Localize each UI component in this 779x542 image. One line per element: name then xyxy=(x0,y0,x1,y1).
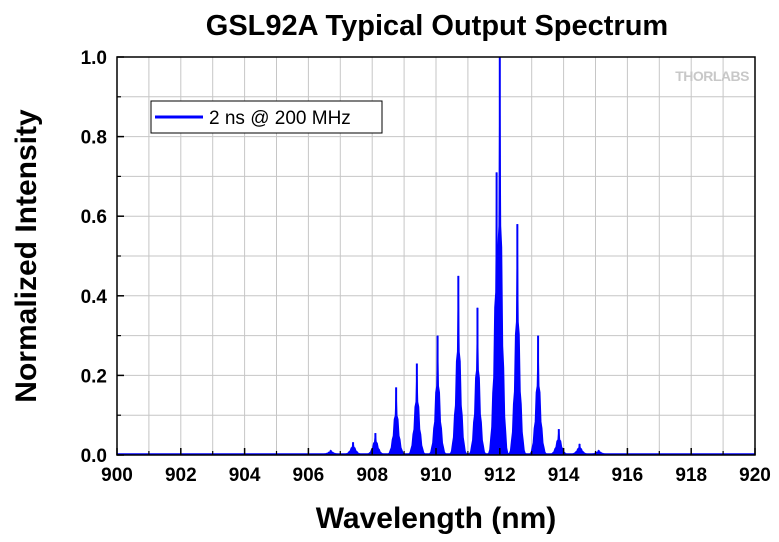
spectrum-peak xyxy=(319,449,342,455)
x-tick-label: 904 xyxy=(229,465,261,486)
chart-title: GSL92A Typical Output Spectrum xyxy=(206,10,668,42)
spectrum-peak xyxy=(466,307,489,455)
x-tick-label: 912 xyxy=(484,465,516,486)
y-tick-label: 0.2 xyxy=(81,366,107,387)
spectrum-peak xyxy=(568,443,591,455)
thorlabs-watermark: THORLABS xyxy=(675,68,749,84)
spectrum-peak xyxy=(342,442,365,455)
legend: 2 ns @ 200 MHz xyxy=(150,100,383,134)
axis-ticks xyxy=(116,56,756,456)
spectrum-peak xyxy=(447,275,470,455)
x-tick-label: 910 xyxy=(420,465,452,486)
series-layer xyxy=(117,56,755,455)
x-tick-label: 914 xyxy=(548,465,580,486)
y-tick-label: 0.8 xyxy=(81,128,107,149)
legend-box xyxy=(150,100,383,134)
x-tick-label: 918 xyxy=(675,465,707,486)
x-axis-label: Wavelength (nm) xyxy=(316,502,557,535)
x-tick-label: 916 xyxy=(612,465,644,486)
x-tick-label: 906 xyxy=(293,465,325,486)
spectrum-peak xyxy=(364,433,387,455)
y-tick-label: 0.4 xyxy=(81,287,108,308)
x-tick-label: 920 xyxy=(739,465,771,486)
spectrum-peak xyxy=(506,224,529,455)
y-tick-label: 1.0 xyxy=(81,48,107,69)
spectrum-peak xyxy=(488,56,511,455)
spectrum-peak xyxy=(426,335,449,455)
spectrum-peak xyxy=(547,429,570,455)
y-axis-label: Normalized Intensity xyxy=(10,109,43,403)
x-tick-label: 902 xyxy=(165,465,197,486)
spectrum-peak xyxy=(405,363,428,455)
tick-labels: 900 902 904 906 908 910 912 914 916 918 920 0.0 0.2 0… xyxy=(81,48,771,486)
x-tick-label: 900 xyxy=(101,465,133,486)
legend-label: 2 ns @ 200 MHz xyxy=(209,108,351,129)
x-tick-label: 908 xyxy=(356,465,388,486)
spectrum-peak xyxy=(527,335,550,455)
spectrum-peak xyxy=(587,449,610,455)
y-tick-label: 0.6 xyxy=(81,207,107,228)
y-tick-label: 0.0 xyxy=(81,446,107,467)
